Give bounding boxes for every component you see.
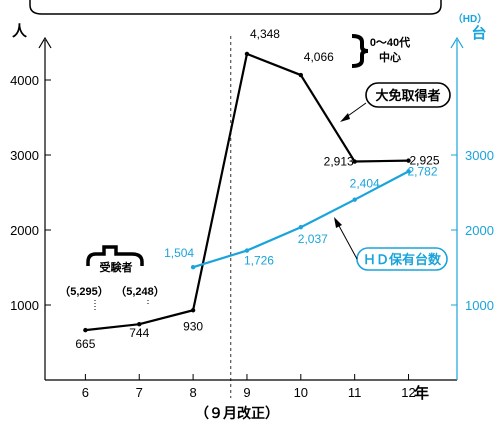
x-tick-label: 8: [189, 385, 196, 400]
series-blue-data-label: 1,504: [164, 246, 194, 260]
series-blue-point: [244, 248, 250, 253]
partial-label-frame: [86, 245, 144, 266]
x-tick-label: 10: [294, 385, 308, 400]
series-black-data-label: 744: [129, 326, 149, 340]
age-note-line1: 0～40代: [370, 35, 410, 49]
series-blue-data-label: 1,726: [244, 254, 274, 268]
x-tick-label: 12: [401, 385, 415, 400]
bracket-value-6: （5,295）: [59, 285, 109, 298]
legend-blue-label: ＨＤ保有台数: [363, 252, 442, 267]
x-tick-label: 6: [82, 385, 89, 400]
left-tick-label: 2000: [10, 223, 39, 238]
bracket-value-7: （5,248）: [115, 285, 165, 298]
right-tick-label: 1000: [465, 298, 494, 313]
right-axis-unit-top: （HD）: [453, 12, 487, 25]
left-tick-label: 3000: [10, 148, 39, 163]
series-blue-point: [298, 225, 304, 230]
series-black-point: [406, 158, 411, 163]
series-black-point: [352, 159, 357, 164]
series-blue-data-label: 2,782: [408, 164, 438, 178]
series-black-point: [137, 322, 142, 327]
reform-label: （９月改正）: [195, 405, 279, 421]
legend-black-box: [365, 82, 451, 108]
left-axis-unit: 人: [12, 23, 28, 40]
left-tick-label: 4000: [10, 73, 39, 88]
legend-black-label: 大免取得者: [375, 88, 440, 103]
right-tick-label: 2000: [465, 223, 494, 238]
series-blue-point: [352, 197, 357, 202]
left-y-axis-arrow: [38, 36, 52, 49]
series-blue-point: [190, 265, 196, 270]
series-blue-data-label: 2,037: [298, 232, 328, 246]
partial-label: 受験者: [100, 260, 133, 274]
x-tick-label: 11: [348, 385, 362, 400]
series-blue-data-label: 2,404: [350, 177, 380, 191]
series-black-data-label: 2,913: [324, 155, 354, 169]
right-tick-label: 3000: [465, 148, 494, 163]
series-black-data-label: 4,066: [304, 50, 334, 64]
legend-black-pointer-head: [340, 113, 350, 122]
right-axis-unit: 台: [471, 24, 486, 42]
series-black-data-label: 2,925: [410, 154, 440, 168]
x-tick-label: 7: [136, 385, 143, 400]
series-black-point: [244, 51, 250, 57]
series-black-point: [83, 327, 88, 333]
age-note-line2: 中心: [379, 50, 401, 64]
age-brace: [351, 34, 369, 68]
top-frame: [29, 0, 442, 15]
legend-blue-pointer: [337, 223, 358, 260]
legend-blue-pointer-head: [334, 217, 342, 228]
series-black-data-label: 665: [75, 337, 95, 351]
series-black-point: [190, 308, 196, 313]
x-axis-unit: 年: [414, 384, 429, 402]
left-tick-label: 1000: [10, 298, 39, 313]
series-black-data-label: 4,348: [250, 27, 280, 41]
x-tick-label: 9: [243, 385, 250, 400]
series-blue-point: [406, 169, 411, 174]
series-black-point: [298, 72, 304, 78]
right-y-axis-arrow: [450, 36, 464, 49]
series-black-data-label: 930: [183, 319, 203, 333]
